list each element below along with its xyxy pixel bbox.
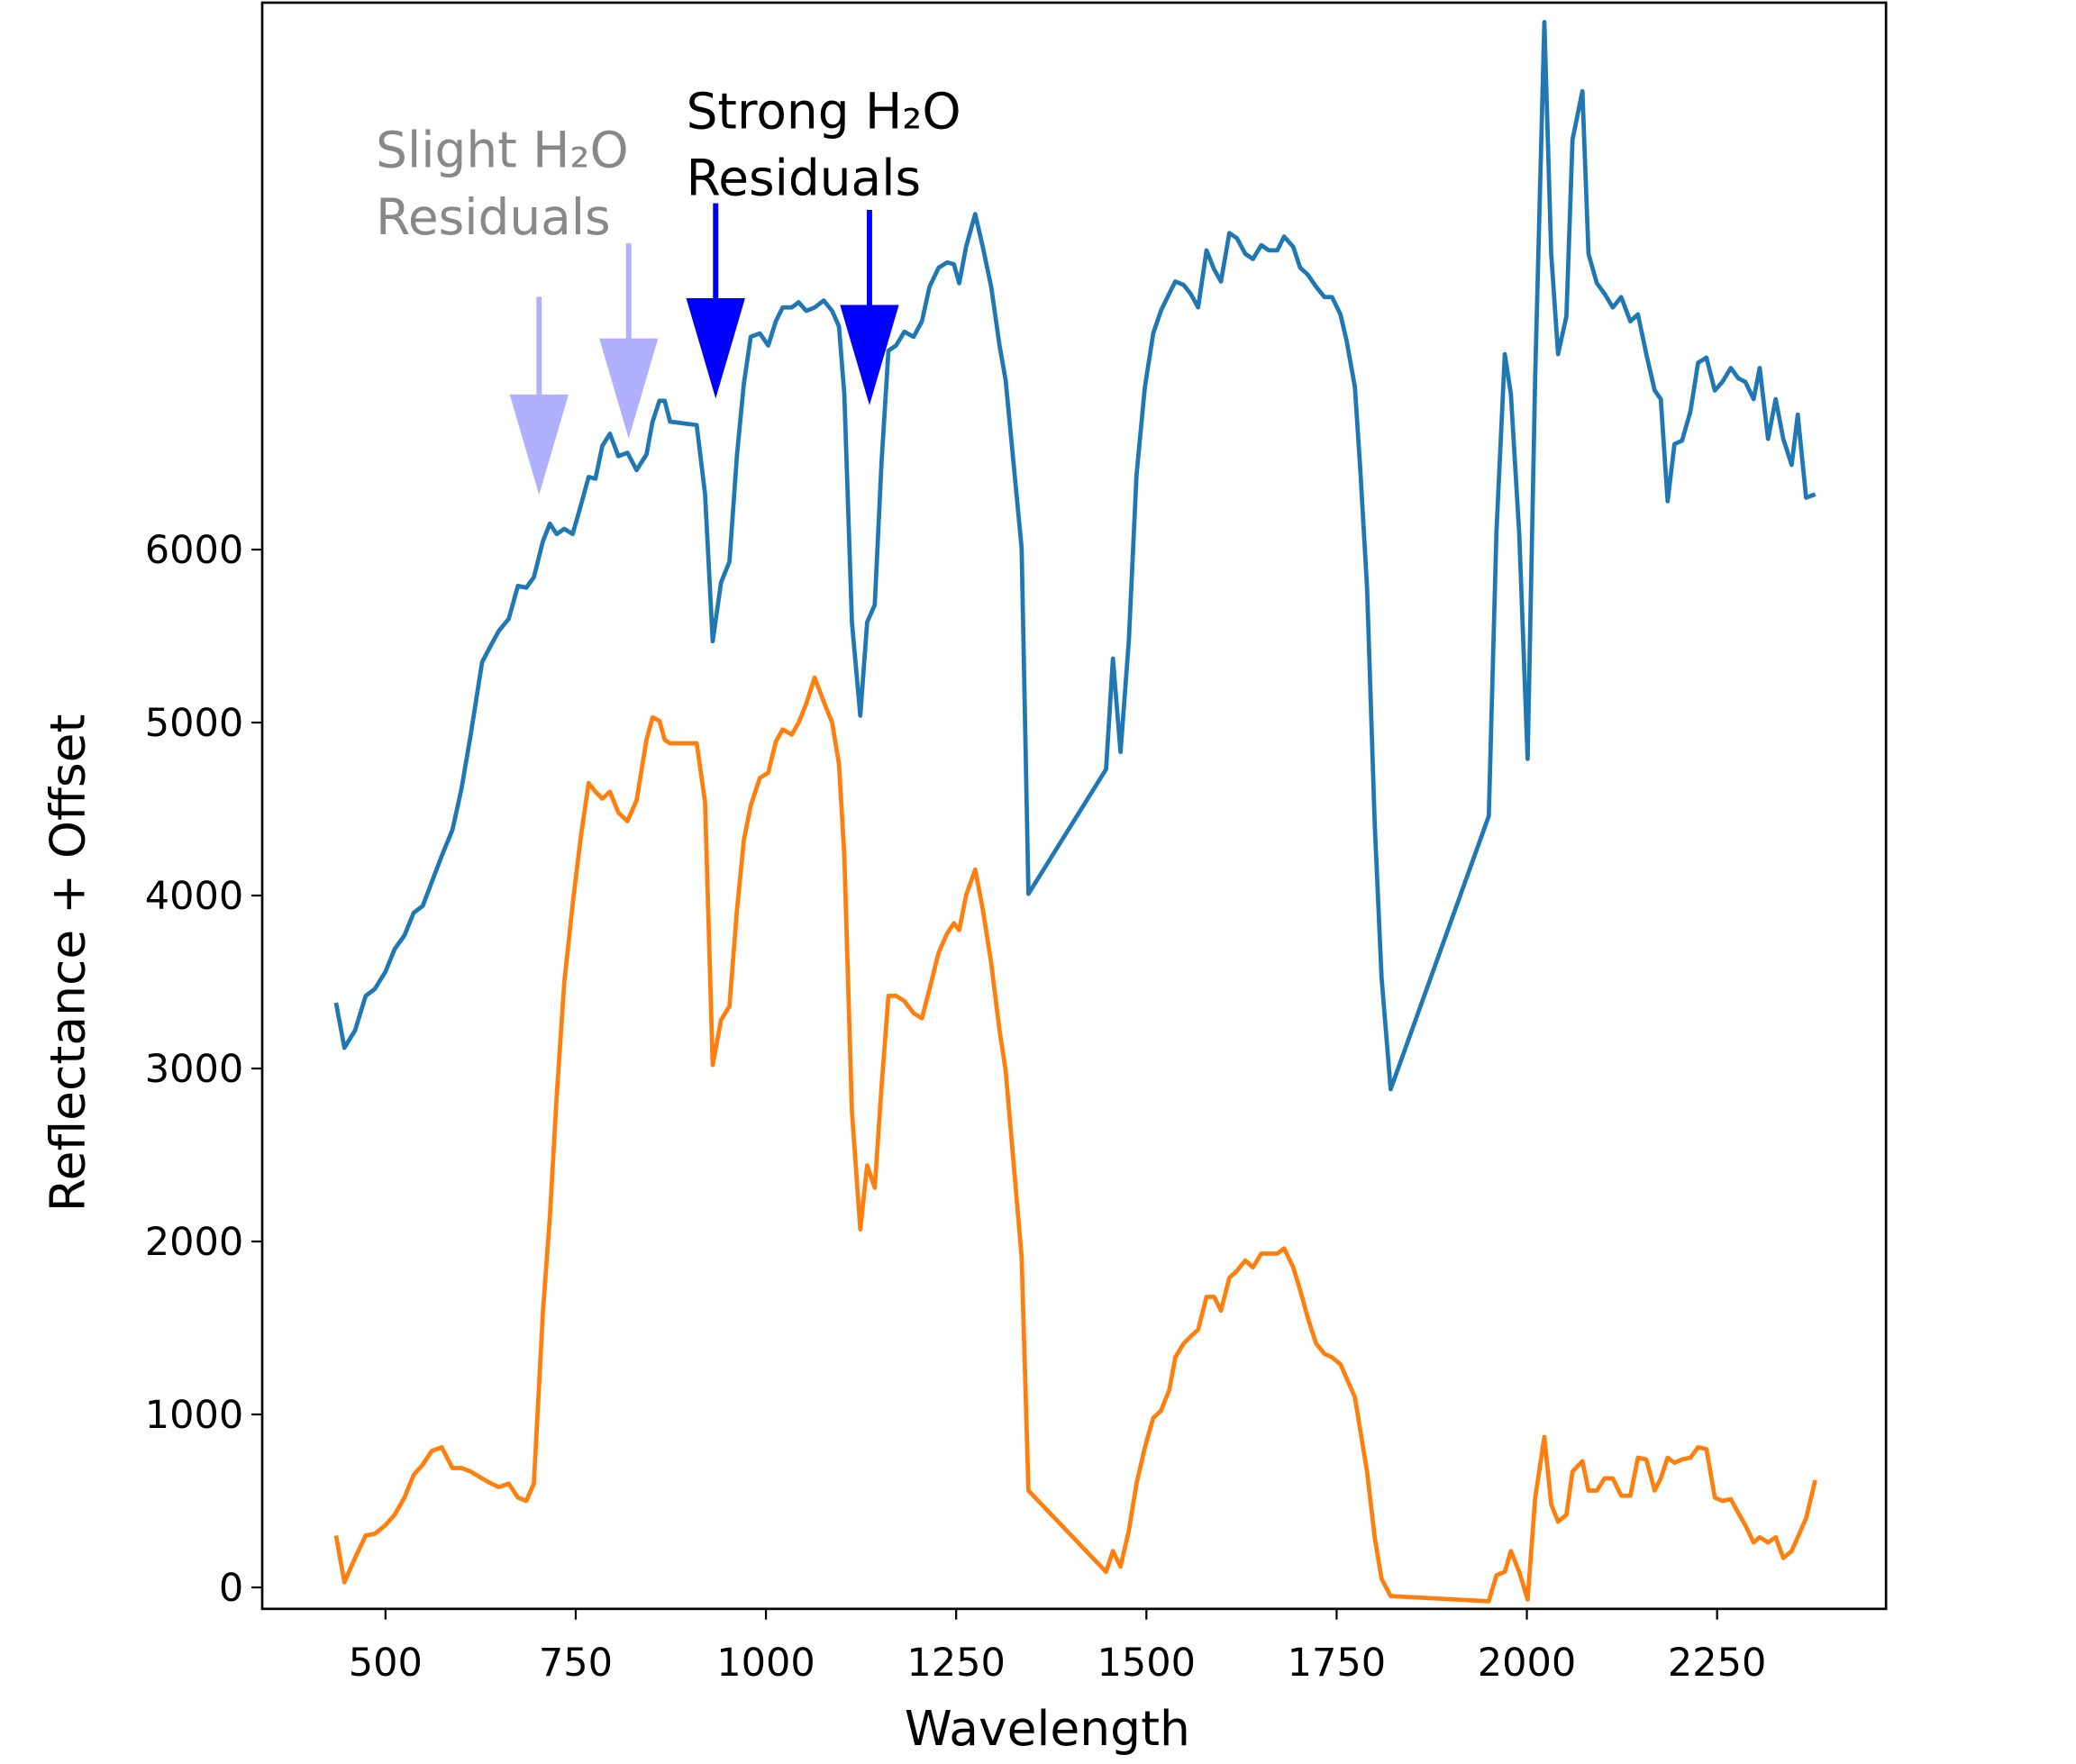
arrow-head [840,305,899,405]
x-tick-label: 500 [349,1641,423,1686]
y-tick-label: 1000 [145,1393,244,1438]
arrow-head [599,338,659,439]
annotation: Residuals [376,188,610,246]
x-axis-label: Wavelength [905,1700,1190,1757]
x-tick-label: 1000 [716,1641,815,1686]
x-tick-label: 1250 [906,1641,1006,1686]
y-tick-label: 2000 [145,1220,244,1265]
y-tick-label: 5000 [145,701,244,746]
arrow-head [509,394,569,496]
x-tick-label: 1500 [1097,1641,1197,1686]
y-tick-label: 4000 [145,874,244,919]
y-axis-label: Reflectance + Offset [40,714,96,1212]
y-tick-label: 0 [219,1566,243,1611]
arrows [509,203,899,496]
x-tick-label: 2000 [1478,1641,1577,1686]
plot-frame [260,1,1888,1611]
x-tick-label: 1750 [1288,1641,1387,1686]
y-tick-label: 3000 [145,1047,244,1092]
arrow-head [686,298,745,399]
plot-area: 500 750 1000 1250 1500 1750 2000 2250 0 1000 2000 3… [145,1,1888,1686]
annotation: Slight H₂O [376,122,629,179]
x-tick-label: 2250 [1668,1641,1767,1686]
annotation: Residuals [687,150,921,207]
x-tick-label: 750 [539,1641,613,1686]
data-line [333,20,1816,1092]
annotation: Strong H₂O [687,83,961,141]
y-tick-label: 6000 [145,528,244,573]
data-line [333,675,1817,1604]
